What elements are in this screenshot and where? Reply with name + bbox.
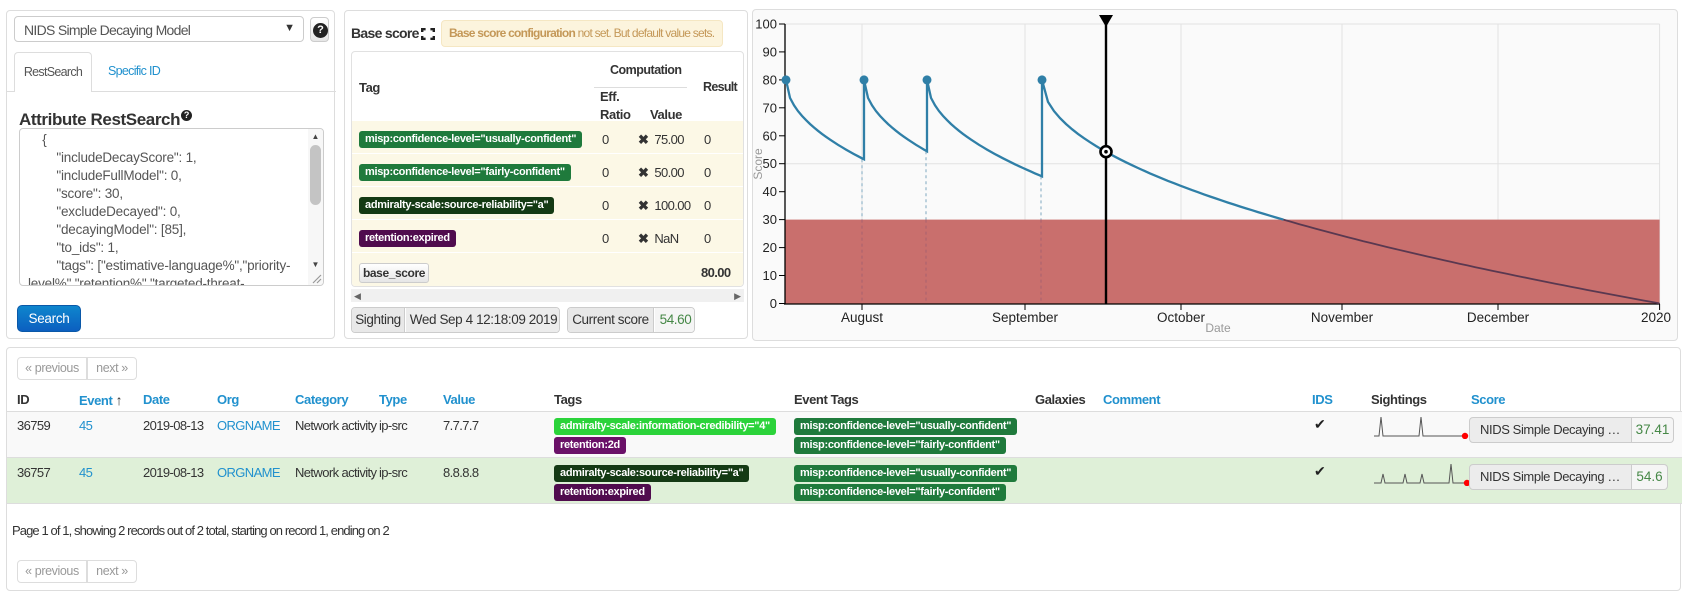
svg-text:10: 10 <box>763 268 777 283</box>
svg-text:Score: Score <box>753 148 765 180</box>
svg-text:30: 30 <box>763 212 777 227</box>
svg-text:50: 50 <box>763 156 777 171</box>
svg-text:December: December <box>1467 310 1530 325</box>
svg-text:November: November <box>1311 310 1374 325</box>
svg-text:90: 90 <box>763 44 777 59</box>
svg-text:40: 40 <box>763 184 777 199</box>
svg-text:0: 0 <box>770 296 777 311</box>
svg-text:20: 20 <box>763 240 777 255</box>
svg-text:August: August <box>841 310 883 325</box>
svg-text:October: October <box>1157 310 1206 325</box>
svg-text:Date: Date <box>1205 321 1231 335</box>
svg-text:70: 70 <box>763 100 777 115</box>
svg-text:2020: 2020 <box>1641 310 1671 325</box>
svg-text:80: 80 <box>763 72 777 87</box>
svg-text:60: 60 <box>763 128 777 143</box>
svg-text:September: September <box>992 310 1059 325</box>
svg-text:100: 100 <box>755 17 777 32</box>
